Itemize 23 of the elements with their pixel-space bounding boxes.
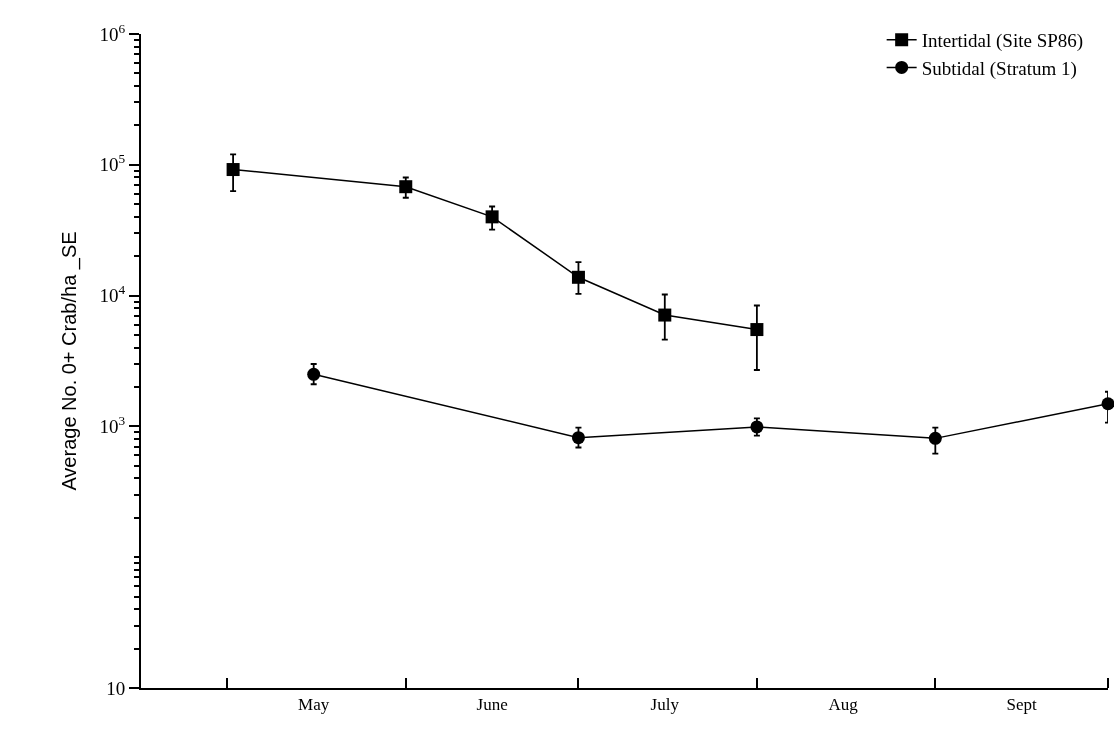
x-tick-label: June bbox=[476, 695, 508, 715]
legend-label: Intertidal (Site SP86) bbox=[921, 30, 1084, 53]
x-tick-label: Sept bbox=[1006, 695, 1038, 715]
point bbox=[571, 270, 585, 284]
y-tick-label: 10$^{4}$ bbox=[99, 282, 126, 307]
x-tick-label: May bbox=[298, 695, 330, 715]
y-tick-label: 10$^{6}$ bbox=[99, 20, 126, 45]
point bbox=[485, 210, 499, 224]
point bbox=[750, 323, 764, 337]
point bbox=[307, 367, 321, 381]
point bbox=[1101, 397, 1114, 411]
legend-label: Subtidal (Stratum 1) bbox=[921, 57, 1077, 80]
x-tick-label: Aug bbox=[828, 695, 859, 715]
y-tick-label: 10$^{5}$ bbox=[99, 151, 126, 176]
x-tick-label: July bbox=[650, 695, 680, 715]
point bbox=[928, 431, 942, 445]
point bbox=[399, 180, 413, 194]
y-axis-title: Average No. 0+ Crab/ha _SE bbox=[57, 231, 81, 491]
y-tick-label: 10 bbox=[106, 677, 126, 699]
point bbox=[226, 163, 240, 177]
y-tick-label: 10$^{3}$ bbox=[99, 413, 126, 438]
point bbox=[658, 308, 672, 322]
point bbox=[571, 431, 585, 445]
